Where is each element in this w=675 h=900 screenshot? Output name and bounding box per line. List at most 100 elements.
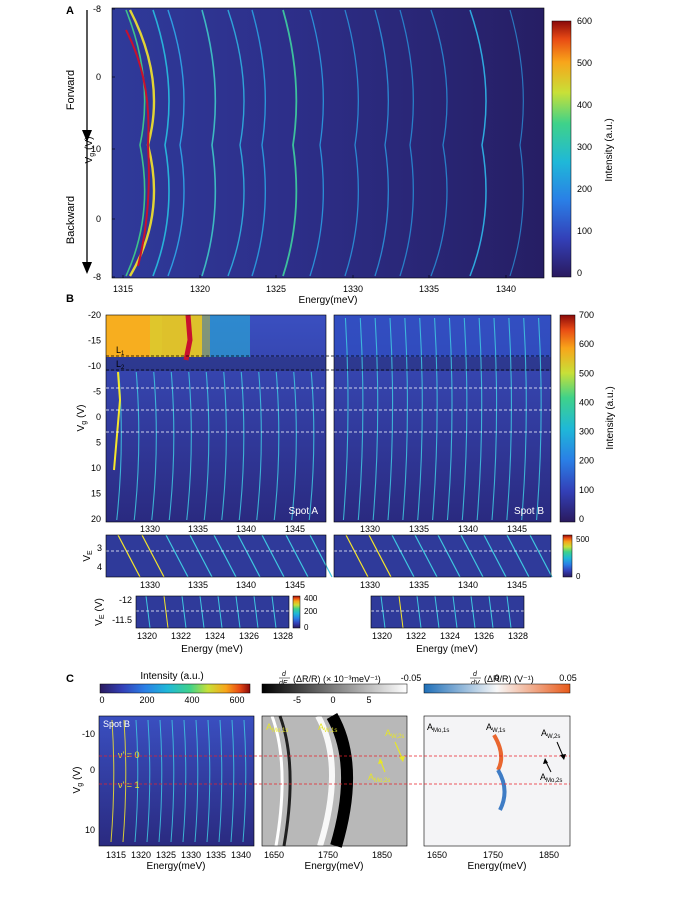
zoom-trace-a [181,595,187,629]
c-x2-tick: 1750 [318,850,338,860]
panel-a-colorbar-tick: 0 [577,268,582,278]
panel-a-hot-trace [125,29,150,267]
c-xlabel-2: Energy(meV) [305,861,364,872]
panel-b-colorbar-tick: 200 [579,456,594,466]
ve-xticks: 1330 1330 1335 1335 1340 1340 1345 1345 [140,580,527,590]
spot-a-bright-trace [113,371,122,471]
ve-trace-a [189,534,213,578]
c-cb1-label: Intensity (a.u.) [140,671,203,682]
c-cb3-label: d dV (ΔR/R) (V⁻¹) [470,671,534,687]
panel-a-ytick: 0 [96,214,101,224]
c-cb2-tick: 0 [330,695,335,705]
c3-blue-trace [496,768,507,811]
ve-trace-a [285,534,309,578]
spot-b-trace [461,317,468,521]
zoom-trace-b [488,595,494,629]
panel-b-ytick: 0 [96,412,101,422]
spot-b-trace [536,317,542,521]
ve-trace-a [261,534,285,578]
panel-a-colorbar-label: Intensity (a.u.) [604,118,615,181]
svg-text:VE(V): VE(V) [94,598,106,626]
spot-a-trace [186,371,192,521]
panel-a-colorbar-tick: 600 [577,16,592,26]
c-map-pl-trace [206,719,211,843]
ve-xtick-b: 1330 [360,580,380,590]
c-xlabel-3: Energy(meV) [468,861,527,872]
ve-colorbar [562,534,573,578]
ve-trace-a [117,534,141,578]
panel-a-trace [509,9,524,277]
panel-a-trace [374,9,389,277]
backward-label: Backward [65,196,77,244]
zoom-trace-a [271,595,277,629]
zoom-xtick-a: 1322 [171,631,191,641]
ve-xtick-a: 1340 [236,580,256,590]
zoom-xtick-a: 1328 [273,631,293,641]
c-x1-tick: 1325 [156,850,176,860]
panel-b-xtick-b: 1345 [507,524,527,534]
panel-b-xtick-a: 1330 [140,524,160,534]
c-x3-tick: 1650 [427,850,447,860]
ve-xtick-b: 1345 [507,580,527,590]
panel-a-xtick: 1340 [496,284,516,294]
c3-amo2s: AMo,2s [540,772,562,784]
c-ytick-n10: -10 [82,729,95,739]
svg-text:(ΔR/R) (V⁻¹): (ΔR/R) (V⁻¹) [484,674,534,684]
zoom-trace-b [416,595,422,629]
zoom-cb-0: 0 [304,623,309,632]
c-map-pl-trace [122,719,127,843]
zoom-trace-b [398,595,404,629]
zoom-trace-b [506,595,512,629]
ve-xtick-b: 1340 [458,580,478,590]
spot-a-trace [221,371,227,521]
c-x2-tick: 1650 [264,850,284,860]
spot-a-trace [273,371,280,521]
zoom-xtick-b: 1328 [508,631,528,641]
c-cb3-tick: 0.05 [559,673,577,683]
spot-b-trace [342,317,349,521]
zoom-xlabel-b: Energy (meV) [416,644,478,655]
c-map-pl-trace [134,719,139,843]
ve-trace-a [165,534,189,578]
panel-a-trace [309,9,324,277]
spot-b-trace [432,317,438,521]
forward-label: Forward [65,70,77,110]
spot-b-trace [357,317,364,521]
panel-a-trace [430,9,448,277]
panel-a-trace [469,9,487,277]
c-nu0-label: ν' = 0 [118,750,139,760]
zoom-trace-a [235,595,241,629]
c-nu1-label: ν' = 1 [118,780,139,790]
svg-text:VE: VE [82,550,94,562]
c-cb1-tick: 200 [139,695,154,705]
zoom-ylabel: VE(V) [94,598,106,626]
spot-a-trace [308,371,315,521]
panel-b-colorbar-tick: 600 [579,339,594,349]
panel-a-trace [201,9,217,277]
c-colorbar-3 [423,683,571,694]
spot-b-trace [402,317,408,521]
c-cb2-label: d dE (ΔR/R) (× 10⁻³meV⁻¹) [279,671,381,687]
panel-a-ytick: 10 [91,144,101,154]
panel-a-colorbar-tick: 100 [577,226,592,236]
panel-a-trace [227,9,245,277]
panel-a-traces [125,9,524,277]
panel-a-trace [344,9,359,277]
c2-amo1s: AMo,1s [266,722,288,734]
ve-xtick-a: 1335 [188,580,208,590]
c-x1-tick: 1330 [181,850,201,860]
c-x1-tick: 1315 [106,850,126,860]
panel-a-xtick: 1325 [266,284,286,294]
zoom-trace-a [145,595,151,629]
c-x3-tick: 1750 [483,850,503,860]
panel-a-xtick: 1330 [343,284,363,294]
zoom-xtick-b: 1324 [440,631,460,641]
panel-a-trace [152,9,170,277]
panel-a-colorbar-tick: 300 [577,142,592,152]
c-spot-label: Spot B [103,719,130,729]
panel-a-ytick: -8 [93,4,101,14]
c3-aw2s: AW,2s [541,728,560,740]
c-x2-tick: 1850 [372,850,392,860]
ve-colorbar-tick-500: 500 [576,535,590,544]
